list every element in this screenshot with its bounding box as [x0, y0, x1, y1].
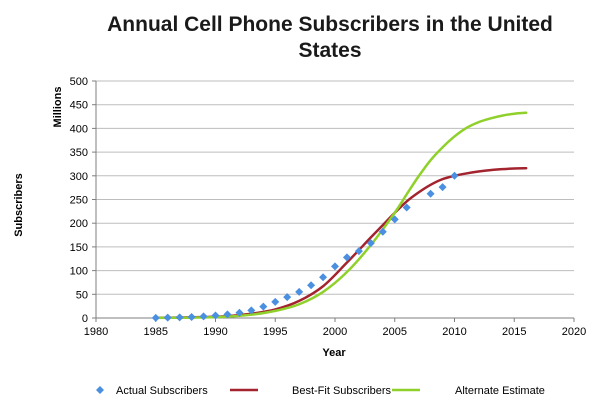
chart-title-line-2: States	[298, 39, 361, 62]
data-point	[223, 310, 232, 319]
x-tick-label: 2010	[442, 326, 466, 338]
data-point	[295, 287, 304, 296]
data-point	[175, 313, 184, 322]
data-point	[247, 306, 256, 315]
data-point	[259, 302, 268, 311]
legend-item-best-fit-subscribers: Best-Fit Subscribers	[230, 385, 392, 397]
data-point	[319, 273, 328, 282]
data-point	[271, 297, 280, 306]
y-tick-label: 250	[70, 195, 88, 207]
y-tick-label: 500	[70, 76, 88, 88]
legend-label: Best-Fit Subscribers	[292, 385, 392, 397]
data-point	[151, 313, 160, 322]
x-tick-labels: 1980 1985 1990 1995 2000 2005 2010 2015 2020	[84, 326, 586, 338]
x-tick-label: 1990	[203, 326, 227, 338]
data-point	[283, 293, 292, 302]
legend-label: Actual Subscribers	[116, 385, 208, 397]
data-point	[438, 183, 447, 192]
y-tick-label: 450	[70, 100, 88, 112]
data-point	[354, 247, 363, 256]
x-tick-label: 1995	[263, 326, 287, 338]
series	[151, 111, 528, 322]
y-tick-label: 0	[82, 313, 88, 325]
legend-label: Alternate Estimate	[455, 385, 545, 397]
y-tick-label: 100	[70, 266, 88, 278]
data-point	[402, 203, 411, 212]
x-tick-label: 1980	[84, 326, 108, 338]
x-tick-label: 1985	[144, 326, 168, 338]
data-point	[235, 308, 244, 317]
y-tick-labels: 0 50 100 150 200 250 300 350 400 450 500	[70, 76, 88, 325]
x-tick-label: 2005	[383, 326, 407, 338]
y-axis-title: Subscribers	[13, 173, 25, 237]
series-line-alternate-estimate	[154, 111, 528, 320]
gridlines	[96, 80, 574, 295]
y-tick-label: 200	[70, 218, 88, 230]
legend-marker-icon	[96, 386, 104, 394]
data-point	[163, 313, 172, 322]
data-point	[342, 253, 351, 262]
y-tick-label: 400	[70, 123, 88, 135]
series-line-best-fit-subscribers	[154, 166, 528, 320]
y-unit-label: Millions	[52, 87, 64, 128]
y-tick-label: 300	[70, 171, 88, 183]
x-tick-label: 2000	[323, 326, 347, 338]
data-point	[307, 281, 316, 290]
data-point	[450, 171, 459, 180]
data-point	[211, 311, 220, 320]
chart-title-line-1: Annual Cell Phone Subscribers in the Uni…	[107, 13, 553, 36]
legend-item-alternate-estimate: Alternate Estimate	[392, 385, 545, 397]
x-axis-title: Year	[322, 347, 346, 359]
data-point	[390, 215, 399, 224]
legend-item-actual-subscribers: Actual Subscribers	[96, 385, 208, 397]
data-point	[426, 189, 435, 198]
data-point	[366, 239, 375, 248]
legend: Actual Subscribers Best-Fit Subscribers Al…	[96, 385, 545, 397]
data-point	[199, 312, 208, 321]
series-points-actual-subscribers	[151, 171, 459, 322]
data-point	[331, 262, 339, 271]
y-tick-label: 350	[70, 147, 88, 159]
x-tick-label: 2015	[502, 326, 526, 338]
y-tick-label: 150	[70, 242, 88, 254]
data-point	[378, 227, 387, 236]
x-tick-label: 2020	[562, 326, 586, 338]
data-point	[187, 313, 196, 322]
y-tick-label: 50	[76, 289, 88, 301]
